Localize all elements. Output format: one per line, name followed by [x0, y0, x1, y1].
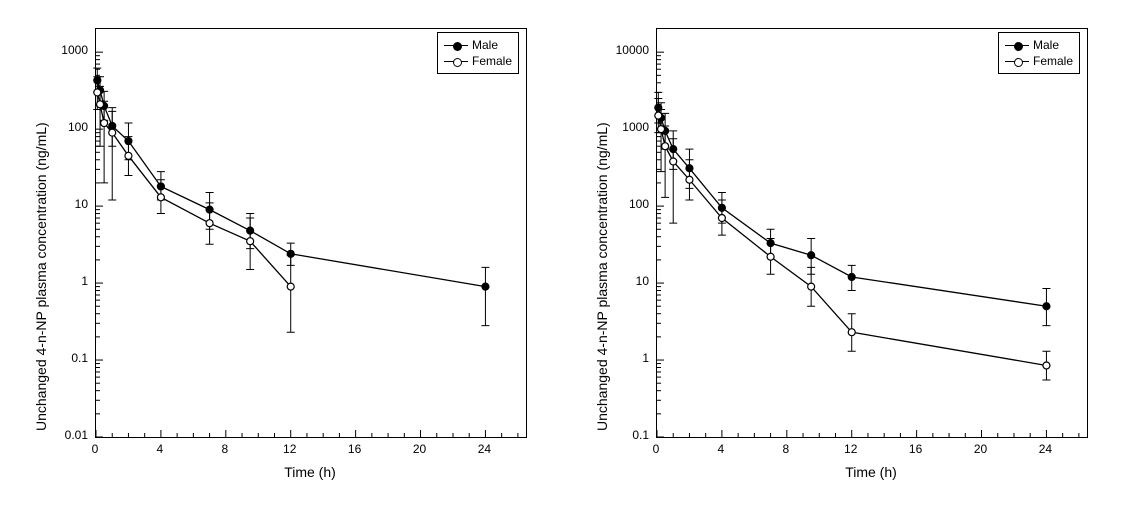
right-panel: 048121620240.1110100100010000Unchanged 4…: [561, 0, 1122, 510]
y-axis-label: Unchanged 4-n-NP plasma concentration (n…: [594, 122, 610, 431]
x-axis-label: Time (h): [270, 464, 350, 480]
series-line-female: [658, 116, 1046, 366]
x-tick-label: 8: [210, 442, 240, 456]
data-marker: [1043, 362, 1050, 369]
figure-wrap: 048121620240.010.11101001000Unchanged 4-…: [0, 0, 1122, 510]
x-axis-label: Time (h): [831, 464, 911, 480]
chart-svg: [96, 29, 526, 437]
data-marker: [125, 152, 132, 159]
x-tick-label: 4: [706, 442, 736, 456]
filled-circle-icon: [453, 42, 462, 51]
data-marker: [686, 176, 693, 183]
x-tick-label: 0: [80, 442, 110, 456]
data-marker: [157, 194, 164, 201]
data-marker: [206, 220, 213, 227]
x-tick-label: 4: [145, 442, 175, 456]
series-line-female: [97, 92, 290, 286]
legend-item: Female: [1005, 53, 1073, 69]
legend: Male Female: [998, 32, 1080, 74]
data-marker: [482, 283, 489, 290]
data-marker: [658, 126, 665, 133]
filled-circle-icon: [1014, 42, 1023, 51]
data-marker: [848, 329, 855, 336]
legend-label: Male: [472, 38, 498, 52]
data-marker: [287, 283, 294, 290]
x-tick-label: 8: [771, 442, 801, 456]
data-marker: [848, 273, 855, 280]
legend: Male Female: [437, 32, 519, 74]
left-panel: 048121620240.010.11101001000Unchanged 4-…: [0, 0, 561, 510]
plot-area: [95, 28, 527, 438]
x-tick-label: 20: [405, 442, 435, 456]
legend-label: Male: [1033, 38, 1059, 52]
x-tick-label: 0: [641, 442, 671, 456]
chart-svg: [657, 29, 1087, 437]
x-tick-label: 12: [836, 442, 866, 456]
data-marker: [97, 101, 104, 108]
data-marker: [670, 158, 677, 165]
data-marker: [718, 215, 725, 222]
y-axis-label: Unchanged 4-n-NP plasma concentration (n…: [33, 122, 49, 431]
legend-label: Female: [472, 54, 512, 68]
data-marker: [247, 238, 254, 245]
data-marker: [808, 252, 815, 259]
x-tick-label: 16: [340, 442, 370, 456]
legend-item: Male: [444, 37, 512, 53]
data-marker: [109, 129, 116, 136]
data-marker: [808, 283, 815, 290]
data-marker: [767, 253, 774, 260]
open-circle-icon: [1014, 58, 1023, 67]
data-marker: [101, 120, 108, 127]
y-tick-label: 1000: [40, 43, 88, 57]
x-tick-label: 24: [469, 442, 499, 456]
x-tick-label: 12: [275, 442, 305, 456]
x-tick-label: 20: [966, 442, 996, 456]
x-tick-label: 24: [1030, 442, 1060, 456]
legend-label: Female: [1033, 54, 1073, 68]
legend-item: Male: [1005, 37, 1073, 53]
plot-area: [656, 28, 1088, 438]
open-circle-icon: [453, 58, 462, 67]
y-tick-label: 10000: [601, 43, 649, 57]
x-tick-label: 16: [901, 442, 931, 456]
data-marker: [655, 112, 662, 119]
data-marker: [1043, 303, 1050, 310]
data-marker: [662, 143, 669, 150]
data-marker: [94, 89, 101, 96]
legend-item: Female: [444, 53, 512, 69]
